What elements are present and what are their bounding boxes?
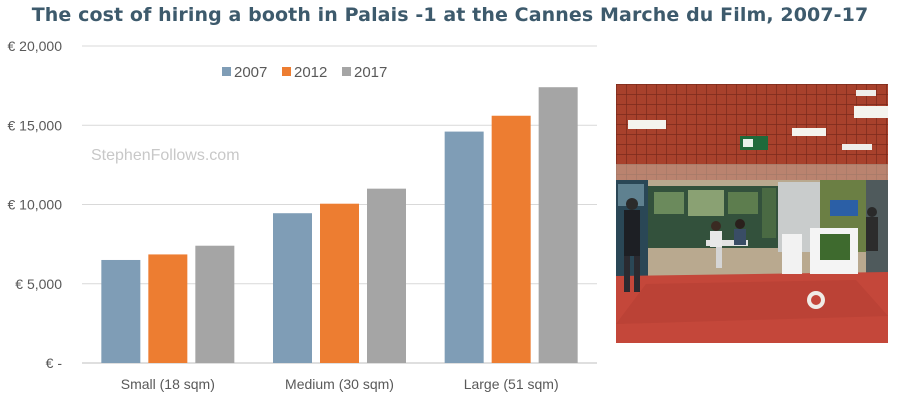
y-tick-label: € 15,000 [8,117,63,133]
y-tick-label: € 5,000 [15,276,62,292]
bar-2007-3 [444,131,484,363]
bar-2012-1 [148,254,188,363]
chart-title: The cost of hiring a booth in Palais -1 … [31,4,869,26]
legend-label: 2007 [234,64,267,81]
x-tick-label: Medium (30 sqm) [285,376,394,392]
booth-photo [616,84,888,343]
bar-2017-1 [195,245,235,363]
bar-2007-2 [273,213,312,363]
y-tick-label: € 20,000 [8,38,63,54]
watermark-text: StephenFollows.com [91,147,240,164]
bar-2012-2 [320,203,359,363]
bar-2017-2 [367,188,406,363]
legend-swatch [222,67,231,76]
bar-2017-3 [538,87,578,364]
y-tick-label: € 10,000 [8,197,63,213]
legend-label: 2017 [354,64,387,81]
legend-swatch [282,67,291,76]
bar-2012-3 [491,115,531,364]
x-tick-label: Large (51 sqm) [464,376,559,392]
bar-2007-1 [101,259,141,363]
legend-label: 2012 [294,64,327,81]
y-tick-label: € - [46,355,63,371]
x-tick-label: Small (18 sqm) [121,376,215,392]
legend-swatch [342,67,351,76]
